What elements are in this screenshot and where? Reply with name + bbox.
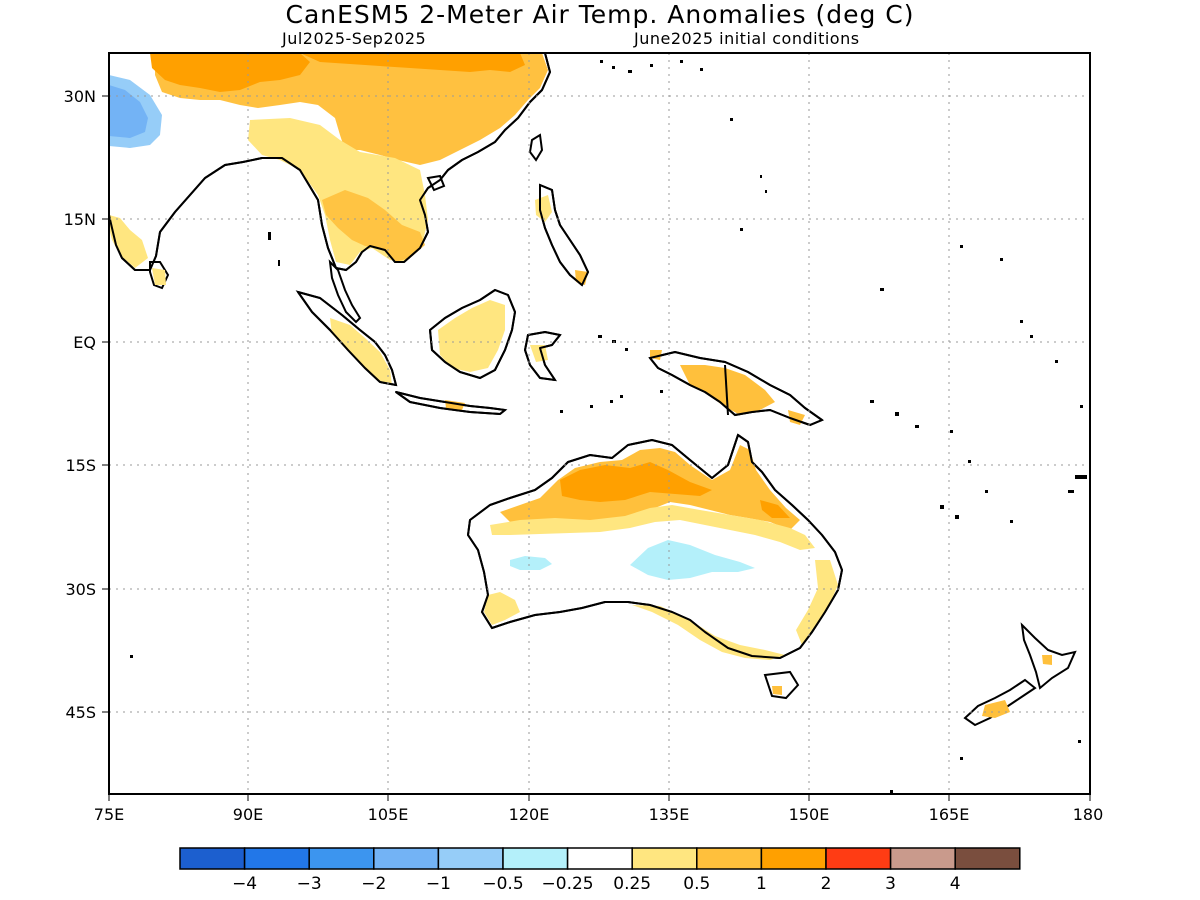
anomaly-australia-cool-central [630,540,755,580]
colorbar-label: 0.25 [613,874,651,894]
lon-tick-label: 120E [509,805,550,824]
colorbar-label: −3 [297,874,322,894]
initial-conditions: June2025 initial conditions [634,29,860,48]
anomaly-tibet-2-3 [150,53,310,92]
anomaly-australia-cape-1-2 [760,500,790,518]
anomaly-srilanka [152,268,166,285]
colorbar-label: 1 [756,874,767,894]
colorbar-swatch [179,847,246,870]
anomaly-australia-mid-0.25-0.5 [490,505,815,550]
map-title: CanESM5 2-Meter Air Temp. Anomalies (deg… [285,0,915,29]
anomaly-china-2-3 [300,53,525,72]
colorbar-swatch [954,847,1021,870]
colorbar-label: 0.5 [683,874,710,894]
colorbar-swatch [437,847,504,870]
taiwan-island [528,133,544,162]
colorbar-label: 3 [885,874,896,894]
colorbar-swatch [889,847,956,870]
colorbar-swatch [308,847,375,870]
lat-tick-label: EQ [73,333,96,352]
lat-tick-label: 15S [65,456,96,475]
lon-tick-label: 180 [1073,805,1104,824]
anomaly-australia-cool-west [510,556,552,570]
anomaly-tasmania [772,686,782,695]
anomaly-australia-east [796,560,838,645]
anomaly-nz-south [982,700,1010,718]
colorbar-label: −0.5 [482,874,523,894]
colorbar-label: −1 [426,874,451,894]
lat-tick-label: 15N [64,210,96,229]
lat-axis: 30N 15N EQ 15S 30S 45S [64,87,109,722]
anomaly-sumatra [330,318,392,385]
lon-tick-label: 135E [649,805,690,824]
lat-tick-label: 30N [64,87,96,106]
anomaly-west-india [109,215,148,268]
colorbar-swatch [696,847,763,870]
colorbar-swatch [825,847,892,870]
lon-tick-label: 75E [94,805,124,824]
lon-tick-label: 150E [789,805,830,824]
anomaly-indochina-0.5-1 [322,190,425,262]
colorbar-swatch [243,847,310,870]
map-frame [108,52,1091,795]
gridlines [109,53,1090,794]
forecast-period: Jul2025-Sep2025 [282,29,427,48]
colorbar-label: 4 [950,874,961,894]
colorbar-label: −0.25 [542,874,594,894]
lon-tick-label: 165E [929,805,970,824]
anomaly-australia-south [632,605,785,660]
colorbar-label: −2 [361,874,386,894]
pacific-islands [130,60,1087,793]
map-area [109,53,1090,794]
colorbar-swatch [631,847,698,870]
colorbar-label: 2 [821,874,832,894]
anomaly-australia-sw [484,592,520,625]
coastlines [109,53,843,659]
colorbar-swatch [502,847,569,870]
lon-tick-label: 90E [233,805,263,824]
malay-peninsula [328,259,362,324]
colorbar-swatch [566,847,633,870]
lon-tick-label: 105E [368,805,409,824]
anomaly-borneo [438,300,505,372]
colorbar: −4 −3 −2 −1 −0.5 −0.25 0.25 0.5 1 2 3 4 [179,847,1021,894]
colorbar-label: −4 [232,874,257,894]
anomaly-nw-cool-inner [109,85,148,138]
anomaly-australia-north-1-2 [560,462,712,502]
lat-tick-label: 45S [65,703,96,722]
lat-tick-label: 30S [65,580,96,599]
lon-axis: 75E 90E 105E 120E 135E 150E 165E 180 [94,794,1104,824]
colorbar-swatch [760,847,827,870]
anomaly-nz-north [1042,655,1052,665]
colorbar-swatch [373,847,440,870]
